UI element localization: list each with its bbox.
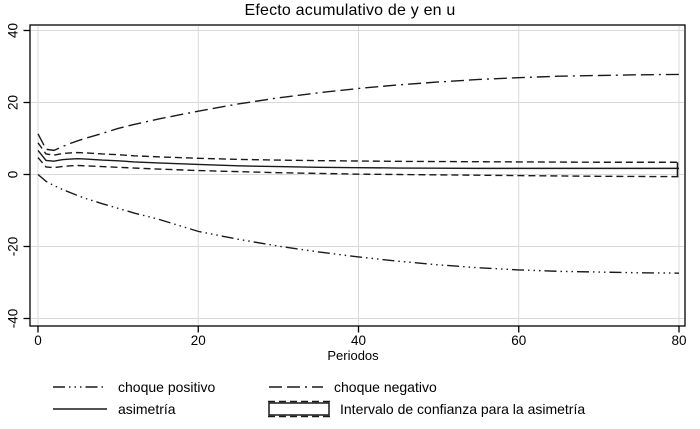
x-tick-label: 40 xyxy=(351,333,366,348)
x-tick-label: 20 xyxy=(191,333,206,348)
chart-title: Efecto acumulativo de y en u xyxy=(244,2,456,19)
x-tick-label: 0 xyxy=(34,333,42,348)
series-line-choque-negativo xyxy=(37,73,680,152)
x-axis-label: Periodos xyxy=(327,348,379,363)
x-tick-label: 80 xyxy=(671,333,686,348)
solid-line-swatch-icon xyxy=(53,408,107,410)
y-tick-label: 0 xyxy=(6,171,21,179)
confidence-interval-rect-swatch-icon xyxy=(268,400,330,418)
legend-row: choque positivo choque negativo xyxy=(0,377,700,397)
y-tick-label: 20 xyxy=(6,95,21,110)
legend-item-label: asimetría xyxy=(118,401,176,417)
legend-item-intervalo-confianza: Intervalo de confianza para la asimetría xyxy=(268,399,585,419)
series-line-intervalo-de-confianza-superior-asimetr-a- xyxy=(37,142,679,163)
legend-item-choque-negativo: choque negativo xyxy=(268,377,437,397)
series-line-intervalo-de-confianza-inferior-asimetr-a- xyxy=(37,157,680,178)
series-line-asimetr-a xyxy=(37,149,679,170)
legend-item-choque-positivo: choque positivo xyxy=(52,377,215,397)
x-tick-label: 60 xyxy=(511,333,526,348)
y-tick-label: 40 xyxy=(6,23,21,38)
dash-dot-dot-line-swatch-icon xyxy=(53,386,107,388)
plot-frame xyxy=(29,24,686,327)
long-dash-line-swatch-icon xyxy=(269,386,323,388)
y-tick-label: -40 xyxy=(6,309,21,329)
legend-item-asimetria: asimetría xyxy=(52,399,176,419)
legend-item-label: choque negativo xyxy=(334,379,437,395)
legend-item-label: Intervalo de confianza para la asimetría xyxy=(340,401,586,417)
series-line-choque-positivo xyxy=(37,173,680,274)
legend-item-label: choque positivo xyxy=(118,379,216,395)
legend-row: asimetría Intervalo de confianza para la… xyxy=(0,399,700,419)
y-tick-label: -20 xyxy=(6,237,21,257)
